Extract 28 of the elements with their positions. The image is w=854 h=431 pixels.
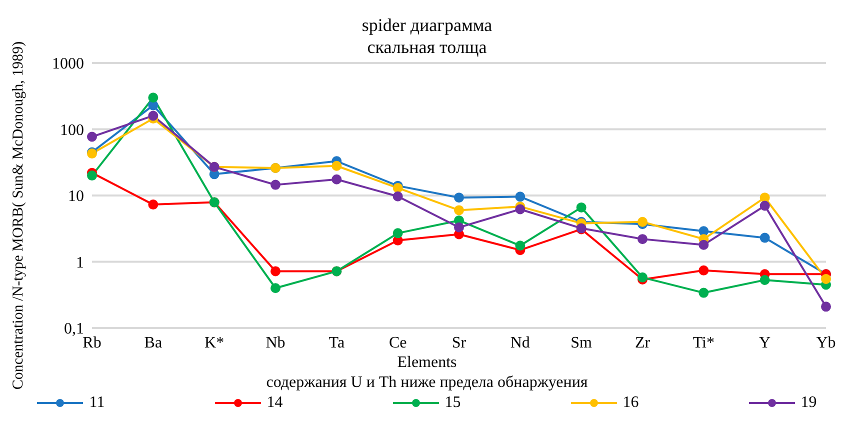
x-tick-label: Sr [452, 334, 467, 352]
x-tick-label: Nb [266, 334, 286, 352]
legend-label: 19 [800, 394, 817, 412]
y-axis-title: Concentration /N-type MORB( Sun& McDonough, 1989) [10, 41, 28, 390]
y-tick-label: 10 [68, 188, 84, 206]
x-tick-label: Sm [570, 334, 593, 352]
y-tick-label: 1000 [52, 56, 84, 73]
legend-label: 14 [266, 394, 283, 412]
y-tick-label: 100 [60, 122, 84, 139]
x-tick-label: Ti* [692, 334, 714, 352]
y-tick-label: 1 [76, 254, 84, 272]
legend-label: 15 [444, 394, 461, 412]
chart-title: spider диаграмма [360, 14, 494, 36]
chart-subtitle: скальная толща [367, 37, 487, 57]
legend-label: 11 [89, 394, 105, 412]
x-axis-title: Elements [397, 354, 457, 371]
x-tick-label: Nd [510, 334, 530, 352]
x-tick-label: Y [759, 334, 772, 352]
x-tick-label: Zr [634, 334, 651, 352]
x-tick-label: Yb [816, 334, 836, 352]
legend-label: 16 [622, 394, 639, 412]
x-tick-label: Ta [328, 334, 345, 352]
x-tick-label: Ba [144, 334, 162, 352]
x-tick-label: Ce [388, 334, 407, 352]
x-tick-label: Rb [82, 334, 102, 352]
x-tick-label: K* [204, 334, 224, 352]
text: содержания U и Th ниже предела обнаржуения [266, 374, 588, 391]
y-tick-label: 0,1 [64, 320, 84, 338]
